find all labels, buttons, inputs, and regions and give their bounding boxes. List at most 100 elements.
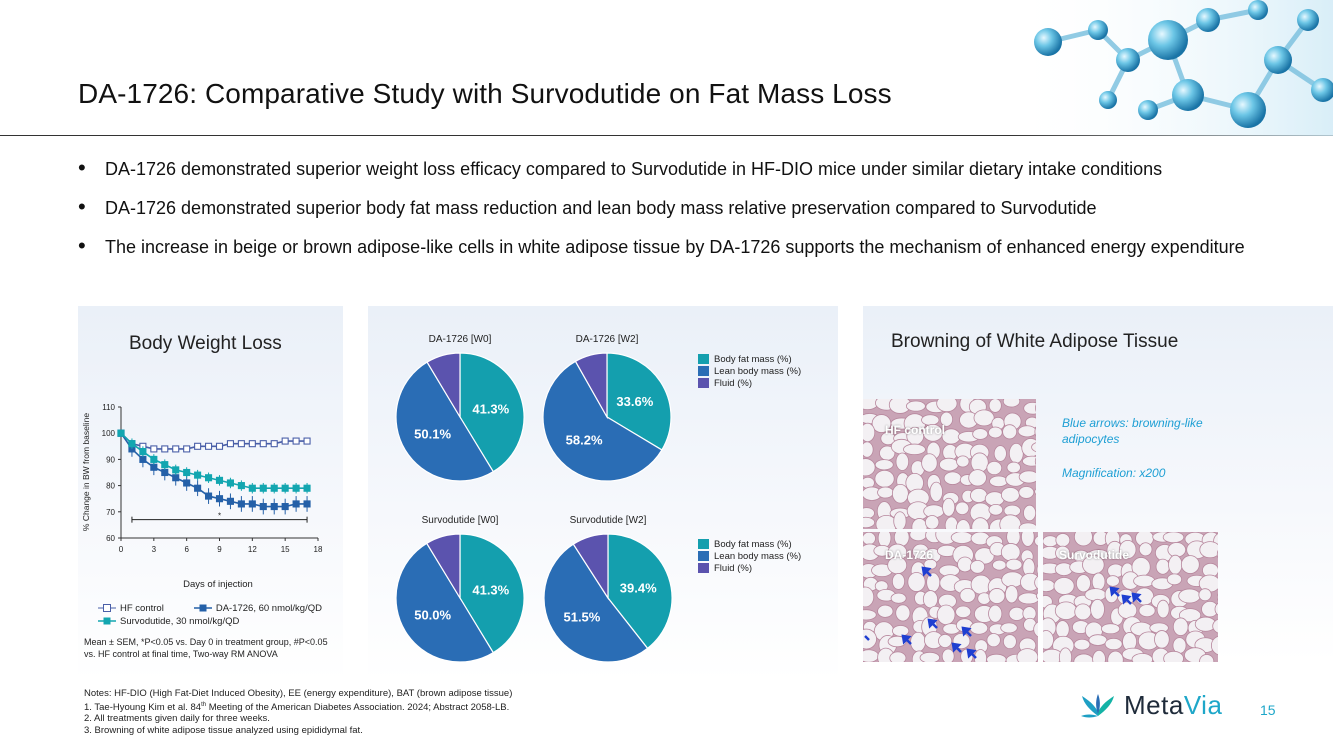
fat-slice xyxy=(607,533,673,650)
fat-value-label: 41.3% xyxy=(472,401,509,416)
survodutide-point xyxy=(128,440,136,448)
hf-control-point xyxy=(161,445,169,453)
y-tick-label: 90 xyxy=(106,455,115,464)
survodutide-point xyxy=(139,447,147,456)
body-weight-chart: 60 70 80 90 100 110 0 3 6 9 12 15 18 % Change in BW f… xyxy=(81,403,323,590)
da1726-point xyxy=(194,484,202,492)
note-ref-sup: th xyxy=(201,701,207,708)
fluid-swatch xyxy=(698,378,709,388)
body-weight-panel: Body Weight Loss 60 70 80 90 100 110 0 3 6 9 12 15 1… xyxy=(78,306,343,681)
survodutide-point xyxy=(183,468,191,477)
bullet-item: The increase in beige or brown adipose-l… xyxy=(78,234,1278,259)
x-tick-label: 6 xyxy=(184,545,189,554)
pie-legend-top: Body fat mass (%) Lean body mass (%) Flu… xyxy=(698,353,801,389)
hf-legend-label: HF control xyxy=(120,602,164,614)
fluid-swatch xyxy=(698,563,709,573)
da1726-point xyxy=(215,495,224,503)
note-line: 2. All treatments given daily for three … xyxy=(84,713,270,725)
fluid-slice xyxy=(426,352,461,420)
magnification-note: Magnification: x200 xyxy=(1062,466,1166,480)
legend-lean: Lean body mass (%) xyxy=(714,365,802,377)
hf-control-point xyxy=(303,437,311,445)
survodutide-point xyxy=(117,429,125,437)
hf-legend-marker xyxy=(98,604,116,612)
survodutide-point xyxy=(248,484,256,492)
brand-name-meta: Meta xyxy=(1124,690,1184,720)
pie-title: Survodutide [W0] xyxy=(422,515,499,526)
hf-control-point xyxy=(205,442,213,450)
da1726-point xyxy=(161,468,169,477)
y-tick-label: 70 xyxy=(106,508,115,517)
survodutide-point xyxy=(292,484,300,492)
survodutide-point xyxy=(215,476,224,484)
survodutide-point xyxy=(194,471,202,479)
body-composition-panel: DA-1726 [W0] 41.3% 50.1% DA-1726 [W2] 33.6% 5… xyxy=(368,306,838,681)
y-tick-label: 80 xyxy=(106,482,115,491)
lean-slice xyxy=(395,361,495,482)
da1726-point xyxy=(270,503,278,511)
x-tick-label: 3 xyxy=(152,545,157,554)
survodutide-series-line xyxy=(120,432,308,490)
metavia-leaf-icon xyxy=(1081,693,1114,717)
fat-slice xyxy=(459,352,525,473)
fat-swatch xyxy=(698,539,709,549)
page-number: 15 xyxy=(1260,702,1276,718)
hf-control-point xyxy=(183,445,191,453)
x-axis-label: Days of injection xyxy=(183,579,253,590)
bullet-item: DA-1726 demonstrated superior body fat m… xyxy=(78,195,1278,220)
da1726-point xyxy=(183,479,191,487)
slide-notes: Notes: HF-DIO (High Fat-Diet Induced Obe… xyxy=(84,688,512,736)
y-tick-label: 60 xyxy=(106,534,115,543)
da1726-point xyxy=(259,503,267,511)
pie-title: DA-1726 [W2] xyxy=(576,334,639,345)
bullet-item: DA-1726 demonstrated superior weight los… xyxy=(78,156,1278,181)
stats-footnote: Mean ± SEM, *P<0.05 vs. Day 0 in treatme… xyxy=(84,637,328,659)
lean-value-label: 51.5% xyxy=(563,610,600,625)
browning-arrows xyxy=(1109,586,1142,605)
x-tick-label: 0 xyxy=(119,545,124,554)
lean-slice xyxy=(542,360,663,482)
legend-fat: Body fat mass (%) xyxy=(714,538,792,550)
fluid-slice xyxy=(572,533,609,601)
sv-legend-marker xyxy=(98,617,116,625)
fluid-slice xyxy=(425,533,461,601)
survodutide-point xyxy=(303,484,311,492)
lean-slice xyxy=(543,543,649,663)
x-tick-label: 12 xyxy=(248,545,257,554)
da1726-point xyxy=(150,463,158,471)
da1726-point xyxy=(281,503,289,511)
hf-control-point xyxy=(226,440,234,448)
hf-control-point xyxy=(292,437,300,445)
da1726-point xyxy=(292,500,300,508)
x-tick-label: 18 xyxy=(314,545,323,554)
fat-value-label: 41.3% xyxy=(472,582,509,597)
survodutide-point xyxy=(259,484,267,492)
survodutide-point xyxy=(205,474,213,482)
da1726-point xyxy=(303,500,311,508)
fluid-slice xyxy=(574,352,608,420)
pie-charts: DA-1726 [W0] 41.3% 50.1% DA-1726 [W2] 33.6% 5… xyxy=(395,334,673,663)
lean-value-label: 58.2% xyxy=(566,432,603,447)
y-tick-label: 110 xyxy=(102,403,115,412)
note-ref-prefix: 1. Tae-Hyoung Kim et al. 84 xyxy=(84,701,202,713)
browning-panel: Browning of White Adipose Tissue HF cont… xyxy=(863,306,1333,662)
hf-control-point xyxy=(150,445,158,453)
lean-swatch xyxy=(698,366,709,376)
survodutide-point xyxy=(226,479,234,487)
da1726-point xyxy=(248,500,256,508)
pie-title: DA-1726 [W0] xyxy=(429,334,492,345)
key-findings-list: DA-1726 demonstrated superior weight los… xyxy=(78,156,1278,275)
survodutide-point xyxy=(281,484,289,492)
sv-legend-label: Survodutide, 30 nmol/kg/QD xyxy=(120,615,240,627)
molecule-decoration xyxy=(1008,0,1333,136)
fat-slice xyxy=(459,533,525,654)
da-legend-marker xyxy=(193,604,212,612)
da1726-point xyxy=(205,492,213,500)
lean-slice xyxy=(395,542,495,663)
survodutide-point xyxy=(237,482,245,490)
da1726-micrograph: DA-1726 xyxy=(863,532,1038,662)
x-tick-label: 15 xyxy=(281,545,290,554)
note-line: 1. Tae-Hyoung Kim et al. 84th Meeting of… xyxy=(84,700,512,714)
da-legend-label: DA-1726, 60 nmol/kg/QD xyxy=(215,602,322,614)
hf-control-series-line xyxy=(120,432,308,450)
